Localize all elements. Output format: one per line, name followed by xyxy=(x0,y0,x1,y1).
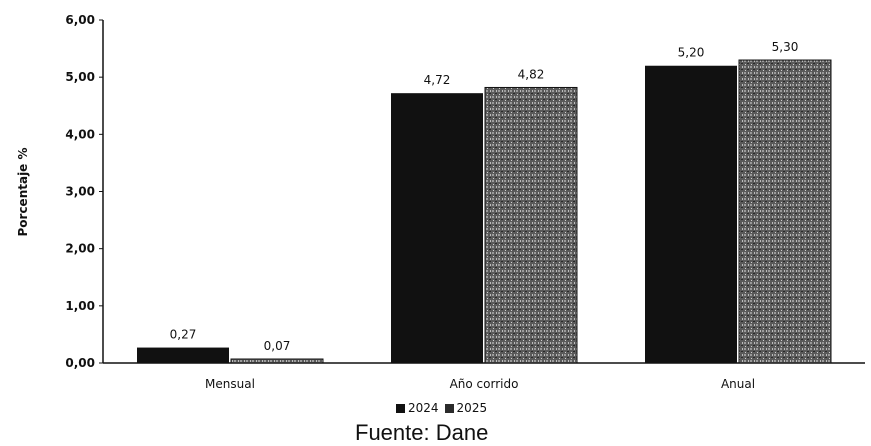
x-category-label: Año corrido xyxy=(450,377,519,391)
legend-label-2024: 2024 xyxy=(408,401,439,415)
data-label: 5,30 xyxy=(772,40,799,54)
bar-2024-0 xyxy=(137,347,229,363)
legend-swatch-2025 xyxy=(444,403,454,413)
y-tick-label: 2,00 xyxy=(65,242,95,256)
legend: 2024 2025 xyxy=(396,401,487,415)
data-label: 4,82 xyxy=(518,67,545,81)
y-tick-label: 3,00 xyxy=(65,185,95,199)
legend-item-2024: 2024 xyxy=(396,401,439,415)
legend-label-2025: 2025 xyxy=(456,401,488,415)
y-axis-label: Porcentaje % xyxy=(16,147,30,236)
data-label: 0,27 xyxy=(170,328,197,342)
y-tick-label: 1,00 xyxy=(65,299,95,313)
bar-2025-2 xyxy=(738,59,832,364)
x-category-label: Mensual xyxy=(205,377,255,391)
y-tick-label: 0,00 xyxy=(65,356,95,370)
data-label: 5,20 xyxy=(678,46,705,60)
legend-item-2025: 2025 xyxy=(444,401,488,415)
bar-2025-0 xyxy=(230,358,324,364)
source-note: Fuente: Dane xyxy=(355,420,489,445)
data-label: 4,72 xyxy=(424,73,451,87)
legend-swatch-2024 xyxy=(396,403,405,413)
bar-2024-2 xyxy=(645,65,737,363)
y-tick-label: 5,00 xyxy=(65,70,95,84)
bar-2024-1 xyxy=(391,93,483,363)
y-tick-label: 4,00 xyxy=(65,127,95,141)
x-category-label: Anual xyxy=(721,377,755,391)
y-tick-label: 6,00 xyxy=(65,13,95,27)
bar-2025-1 xyxy=(484,86,578,364)
data-label: 0,07 xyxy=(264,339,291,353)
